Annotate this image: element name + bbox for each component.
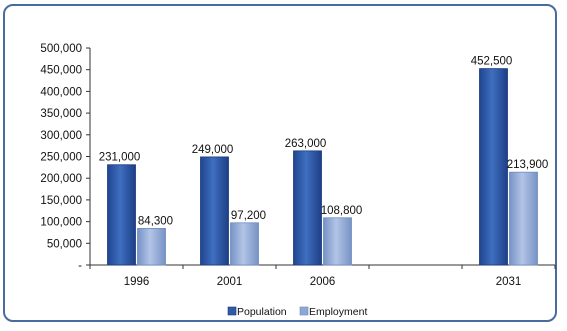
- x-tick-label: 2031: [496, 276, 522, 288]
- y-tick-label: 400,000: [40, 86, 82, 98]
- y-tick-label: 350,000: [40, 108, 82, 120]
- y-tick-label: 50,000: [47, 238, 82, 250]
- data-label-employment-1996: 84,300: [138, 215, 173, 227]
- bar-population-2006: [293, 150, 322, 266]
- data-label-population-2001: 249,000: [192, 144, 234, 156]
- data-label-employment-2001: 97,200: [231, 210, 266, 222]
- legend-label-population: Population: [237, 306, 287, 318]
- legend: Population Employment: [227, 306, 367, 318]
- legend-swatch-population: [227, 306, 237, 316]
- y-tick-label: 200,000: [40, 173, 82, 185]
- x-tick-label: 2006: [310, 276, 336, 288]
- y-tick-label: 250,000: [40, 152, 82, 164]
- chart-frame: [3, 4, 557, 322]
- bars: [107, 68, 538, 266]
- data-labels: 231,000 249,000 263,000 452,500 84,300 97,200…: [99, 56, 549, 228]
- y-tick-label: 300,000: [40, 130, 82, 142]
- legend-label-employment: Employment: [309, 306, 367, 318]
- data-label-employment-2031: 213,900: [507, 159, 549, 171]
- bar-population-1996: [107, 164, 136, 266]
- y-tick-label: 150,000: [40, 195, 82, 207]
- bar-employment-2006: [323, 217, 352, 266]
- bar-population-2001: [200, 156, 229, 266]
- data-label-population-2031: 452,500: [471, 56, 513, 68]
- bar-employment-2031: [509, 171, 538, 266]
- data-label-employment-2006: 108,800: [321, 205, 363, 217]
- legend-swatch-employment: [299, 306, 309, 316]
- x-tick-label: 2001: [217, 276, 243, 288]
- y-tick-label: -: [78, 260, 82, 272]
- y-tick-label: 100,000: [40, 217, 82, 229]
- y-tick-label: 450,000: [40, 65, 82, 77]
- bar-employment-2001: [230, 222, 259, 266]
- axes: - 50,000 100,000 150,000 200,000 250,000 300,0…: [40, 43, 556, 288]
- data-label-population-1996: 231,000: [99, 152, 141, 164]
- x-tick-label: 1996: [124, 276, 150, 288]
- bar-population-2031: [479, 68, 508, 266]
- bar-employment-1996: [137, 228, 166, 266]
- y-tick-label: 500,000: [40, 43, 82, 55]
- data-label-population-2006: 263,000: [285, 138, 327, 150]
